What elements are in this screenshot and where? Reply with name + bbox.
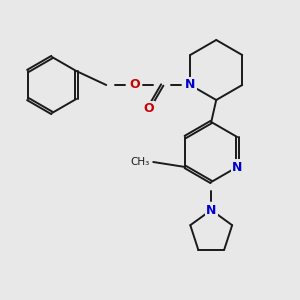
Text: O: O	[143, 103, 154, 116]
Text: N: N	[206, 203, 216, 217]
Text: N: N	[232, 160, 242, 173]
Text: N: N	[185, 79, 195, 92]
Text: CH₃: CH₃	[130, 157, 149, 167]
Text: O: O	[129, 79, 140, 92]
